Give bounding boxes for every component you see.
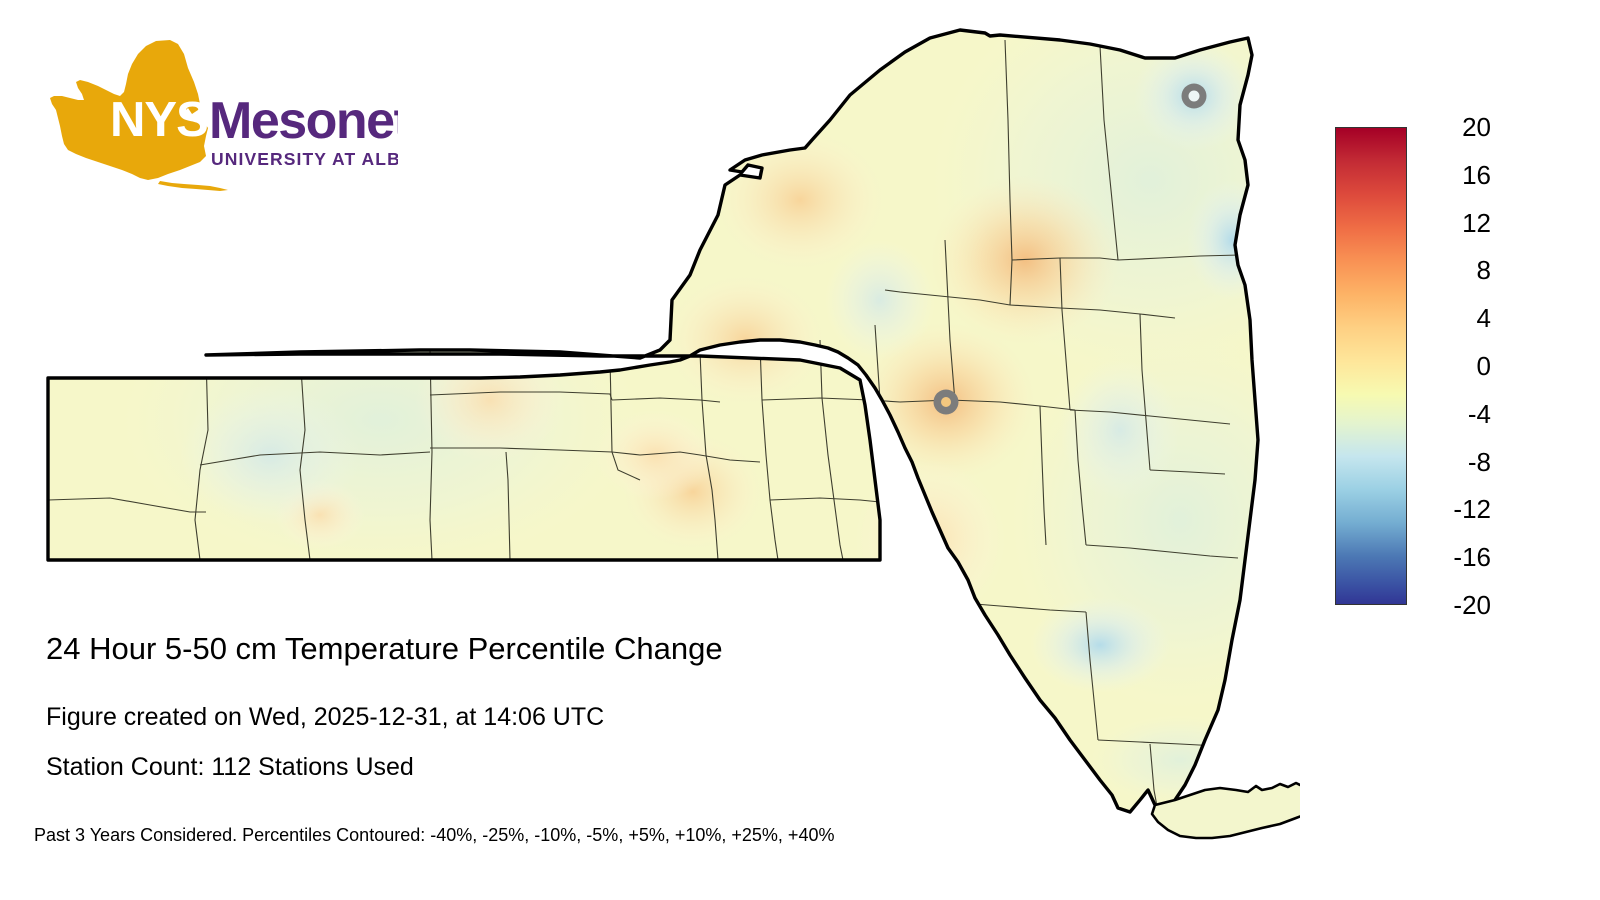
logo-long-island-shape [158, 181, 228, 191]
colorbar-tick-2: 12 [1462, 207, 1491, 238]
colorbar-tick-9: -16 [1453, 542, 1491, 573]
logo-nys-text: NYS [110, 93, 208, 147]
colorbar-tick-6: -4 [1467, 398, 1491, 429]
figure-title: 24 Hour 5-50 cm Temperature Percentile C… [46, 631, 723, 666]
colorbar-tick-0: 20 [1462, 112, 1491, 142]
long-island-region [1150, 781, 1300, 840]
nys-mesonet-logo: NYS Mesonet UNIVERSITY AT ALBANY [48, 38, 398, 193]
figure-created-text: Figure created on Wed, 2025-12-31, at 14… [46, 703, 605, 731]
logo-state-shape [50, 40, 208, 180]
station-count-text: Station Count: 112 Stations Used [46, 753, 414, 781]
colorbar-tick-3: 8 [1476, 255, 1491, 286]
colorbar-tick-1: 16 [1462, 159, 1491, 190]
new-york-state-choropleth-map [46, 28, 1300, 840]
map-panel [46, 28, 1300, 840]
station-marker-central[interactable] [933, 389, 959, 415]
station-markers [933, 83, 1207, 415]
colorbar-tick-8: -12 [1453, 494, 1491, 525]
station-marker-north[interactable] [1181, 83, 1207, 109]
contour-footnote-text: Past 3 Years Considered. Percentiles Con… [34, 825, 835, 845]
logo-subtitle-text: UNIVERSITY AT ALBANY [211, 149, 398, 169]
colorbar-tick-4: 4 [1476, 303, 1491, 334]
colorbar-tick-7: -8 [1467, 446, 1491, 477]
colorbar-tick-10: -20 [1453, 590, 1491, 620]
logo-mesonet-text: Mesonet [209, 92, 398, 150]
colorbar-tick-5: 0 [1476, 351, 1491, 381]
state-outline [46, 28, 1260, 814]
colorbar-gradient [1335, 127, 1407, 605]
colorbar: 20 16 12 8 4 0 -4 -8 -12 -16 -20 [1335, 114, 1491, 618]
